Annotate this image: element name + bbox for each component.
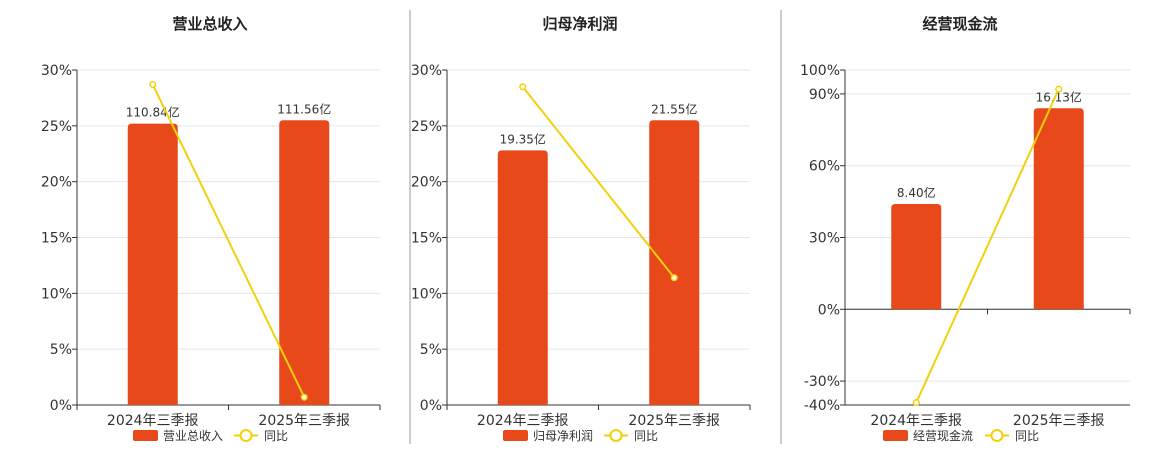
y-tick-label: 30% [411,63,442,79]
bar [891,204,942,310]
chart-panel-operating-cash-flow: 经营现金流 经营现金流 同比 -40% -30% 0% 30% 60% 90% 100% 20… [800,15,1131,443]
bar-data-label: 19.35亿 [500,131,546,146]
x-tick-label: 2025年三季报 [258,413,350,429]
chart-panel-net-profit: 归母净利润 归母净利润 同比 0% 5% 10% 15% 20% 25% 30% 2024年三… [411,15,751,443]
y-tick-label: 15% [411,231,442,247]
y-tick-label: 5% [50,342,72,358]
legend-line-label: 同比 [634,429,658,443]
y-tick-label: 10% [411,286,442,302]
bar-data-label: 16.13亿 [1036,89,1082,104]
y-tick-label: 5% [420,342,442,358]
legend-line-marker [239,429,253,442]
yoy-point [1055,85,1063,93]
legend-bar-label: 经营现金流 [913,428,973,443]
legend-bar-swatch [503,430,528,441]
bar [649,120,700,405]
yoy-point [149,80,157,89]
legend: 经营现金流 同比 [883,428,1039,443]
y-tick-label: 10% [41,286,72,302]
y-tick-label: 0% [50,398,72,414]
chart-title: 营业总收入 [172,15,247,33]
bar-data-label: 111.56亿 [277,101,331,116]
y-tick-label: 20% [41,175,72,191]
bar-data-label: 8.40亿 [897,185,936,200]
yoy-line [521,86,676,279]
x-tick-label: 2025年三季报 [628,413,720,429]
chart-title: 经营现金流 [922,15,997,33]
x-tick-label: 2025年三季报 [1013,413,1105,429]
y-tick-label: 25% [411,119,442,135]
bar [127,123,178,405]
bar-data-label: 110.84亿 [126,105,180,120]
y-tick-label: 30% [809,231,840,247]
y-tick-label: 25% [41,119,72,135]
y-tick-label: 90% [809,87,840,103]
bar [279,120,330,405]
legend: 归母净利润 同比 [503,429,658,443]
yoy-point [300,393,308,401]
chart-title: 归母净利润 [542,15,617,33]
bar [1033,108,1084,310]
y-tick-label: 100% [800,63,840,79]
legend-bar-swatch [133,430,158,441]
yoy-line [915,88,1060,404]
legend: 营业总收入 同比 [133,429,288,443]
legend-bar-label: 归母净利润 [533,429,593,443]
yoy-line [151,84,306,398]
legend-line-label: 同比 [264,429,288,443]
y-tick-label: 0% [818,302,840,318]
bar [497,150,548,405]
legend-bar-swatch [883,430,908,441]
x-tick-label: 2024年三季报 [870,413,962,429]
legend-line-marker [609,429,623,442]
y-tick-label: 20% [411,175,442,191]
bar-data-label: 21.55亿 [651,101,697,116]
chart-panel-revenue: 营业总收入 营业总收入 同比 0% 5% 10% 15% 20% 25% 30% 2024年三… [41,15,381,443]
legend-line-marker [990,429,1004,442]
yoy-point [670,274,678,282]
y-tick-label: -40% [804,398,840,414]
legend-line-label: 同比 [1015,429,1039,443]
y-tick-label: 0% [420,398,442,414]
y-tick-label: 30% [41,63,72,79]
legend-bar-label: 营业总收入 [163,429,223,443]
y-tick-label: -30% [804,374,840,390]
y-tick-label: 15% [41,231,72,247]
y-tick-label: 60% [809,159,840,175]
x-tick-label: 2024年三季报 [477,413,569,429]
x-tick-label: 2024年三季报 [107,413,199,429]
yoy-point [912,399,920,407]
yoy-point [519,83,527,91]
